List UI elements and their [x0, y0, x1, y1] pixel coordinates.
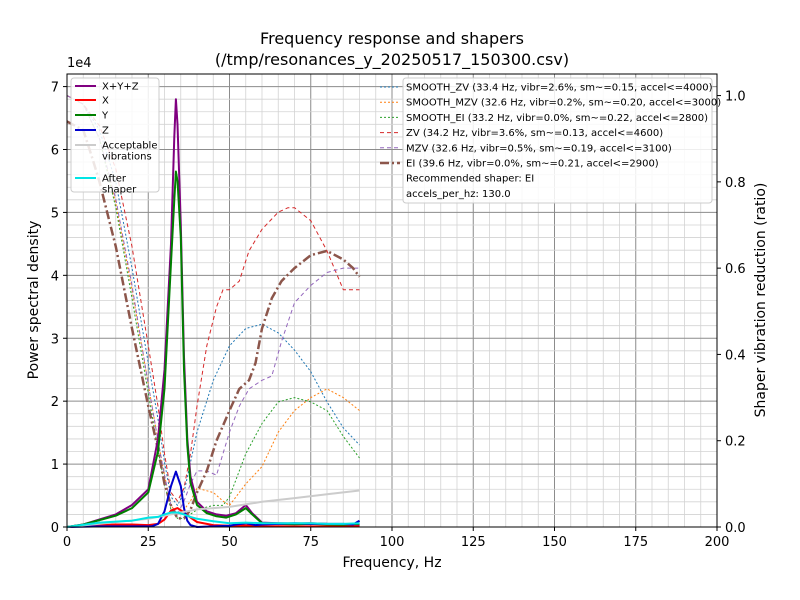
y-right-tick-label: 0.8: [725, 176, 746, 191]
legend-left-label: X: [102, 96, 109, 107]
y-axis-label: Power spectral density: [26, 221, 42, 380]
legend-right-label: ZV (34.2 Hz, vibr=3.6%, sm~=0.13, accel<…: [406, 128, 663, 139]
x-axis-label: Frequency, Hz: [342, 555, 441, 571]
shaper-line-smooth-ei: [66, 95, 360, 519]
y-right-tick-label: 0.6: [725, 262, 746, 277]
y-tick-label: 1: [51, 458, 59, 473]
chart-title-line2: (/tmp/resonances_y_20250517_150300.csv): [215, 50, 569, 70]
legend-left-label: After: [102, 174, 127, 185]
y-right-tick-label: 1.0: [725, 90, 746, 105]
legend-right: SMOOTH_ZV (33.4 Hz, vibr=2.6%, sm~=0.15,…: [380, 77, 721, 204]
x-tick-label: 25: [140, 535, 157, 550]
legend-left-label: X+Y+Z: [102, 82, 139, 93]
legend-left-label-2: shaper: [102, 185, 137, 196]
legend-right-note: accels_per_hz: 130.0: [406, 189, 511, 200]
shaper-line-smooth-mzv: [66, 95, 360, 515]
y-right-tick-label: 0.0: [725, 521, 746, 536]
legend-left-label: Acceptable: [102, 141, 158, 152]
x-tick-label: 200: [705, 535, 730, 550]
y-tick-label: 6: [51, 144, 59, 159]
y-right-axis-label: Shaper vibration reduction (ratio): [753, 183, 769, 418]
psd-line-x: [66, 507, 360, 528]
legend-left-box: [70, 77, 160, 193]
legend-right-label: MZV (32.6 Hz, vibr=0.5%, sm~=0.19, accel…: [406, 143, 672, 154]
shaper-line-ei: [66, 120, 361, 520]
y-tick-label: 0: [51, 521, 59, 536]
x-tick-label: 50: [221, 535, 238, 550]
legend-right-label: EI (39.6 Hz, vibr=0.0%, sm~=0.21, accel<…: [406, 159, 659, 170]
shaper-line-zv: [66, 95, 360, 502]
x-tick-label: 150: [542, 535, 567, 550]
x-tick-label: 175: [623, 535, 648, 550]
x-tick-label: 125: [461, 535, 486, 550]
y-right-tick-label: 0.4: [725, 348, 746, 363]
chart-title-line1: Frequency response and shapers: [260, 29, 524, 48]
x-tick-label: 75: [302, 535, 319, 550]
x-tick-label: 0: [63, 535, 71, 550]
legend-left-label-2: vibrations: [102, 152, 152, 163]
legend-right-label: SMOOTH_ZV (33.4 Hz, vibr=2.6%, sm~=0.15,…: [406, 83, 713, 94]
shaper-line-mzv: [66, 95, 360, 515]
legend-right-label: SMOOTH_EI (33.2 Hz, vibr=0.0%, sm~=0.22,…: [406, 113, 708, 124]
y-tick-label: 3: [51, 332, 59, 347]
y-tick-label: 4: [51, 269, 59, 284]
legend-right-note: Recommended shaper: EI: [406, 174, 534, 185]
y-tick-label: 2: [51, 395, 59, 410]
ticks-layer: 0 25 50 75 100 125 150 175 200 0 1 2 3 4 5 6 7 0.0 0.2 0.4 0…: [51, 81, 746, 550]
y-offset-label: 1e4: [67, 56, 92, 71]
legend-right-box: [402, 77, 713, 204]
legend-right-label: SMOOTH_MZV (32.6 Hz, vibr=0.2%, sm~=0.20…: [406, 98, 721, 109]
y-tick-label: 7: [51, 81, 59, 96]
psd-line-after: [66, 511, 360, 528]
legend-left-label: Z: [102, 126, 109, 137]
y-right-tick-label: 0.2: [725, 435, 746, 450]
y-tick-label: 5: [51, 206, 59, 221]
x-tick-label: 100: [380, 535, 405, 550]
shaper-line-smooth-zv: [66, 95, 360, 506]
legend-left-label: Y: [101, 111, 109, 122]
